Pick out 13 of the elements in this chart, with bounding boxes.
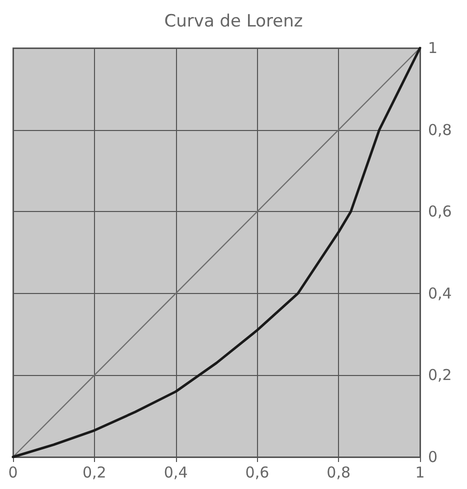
x-tick-label: 0,4 <box>164 464 188 482</box>
y-tick-label: 0,6 <box>428 202 452 221</box>
y-tick-label: 0,8 <box>428 120 452 139</box>
x-tick-label: 0,2 <box>82 464 106 482</box>
chart-title: Curva de Lorenz <box>164 12 303 32</box>
x-tick-label: 0,6 <box>245 464 270 482</box>
y-tick-label: 0,4 <box>428 284 452 302</box>
y-tick-label: 0,2 <box>428 366 452 384</box>
x-tick-label: 0,8 <box>326 464 351 482</box>
x-tick-label: 0 <box>8 464 18 482</box>
y-tick-label: 0 <box>428 448 438 466</box>
x-tick-label: 1 <box>415 464 425 482</box>
y-tick-label: 1 <box>428 39 438 57</box>
